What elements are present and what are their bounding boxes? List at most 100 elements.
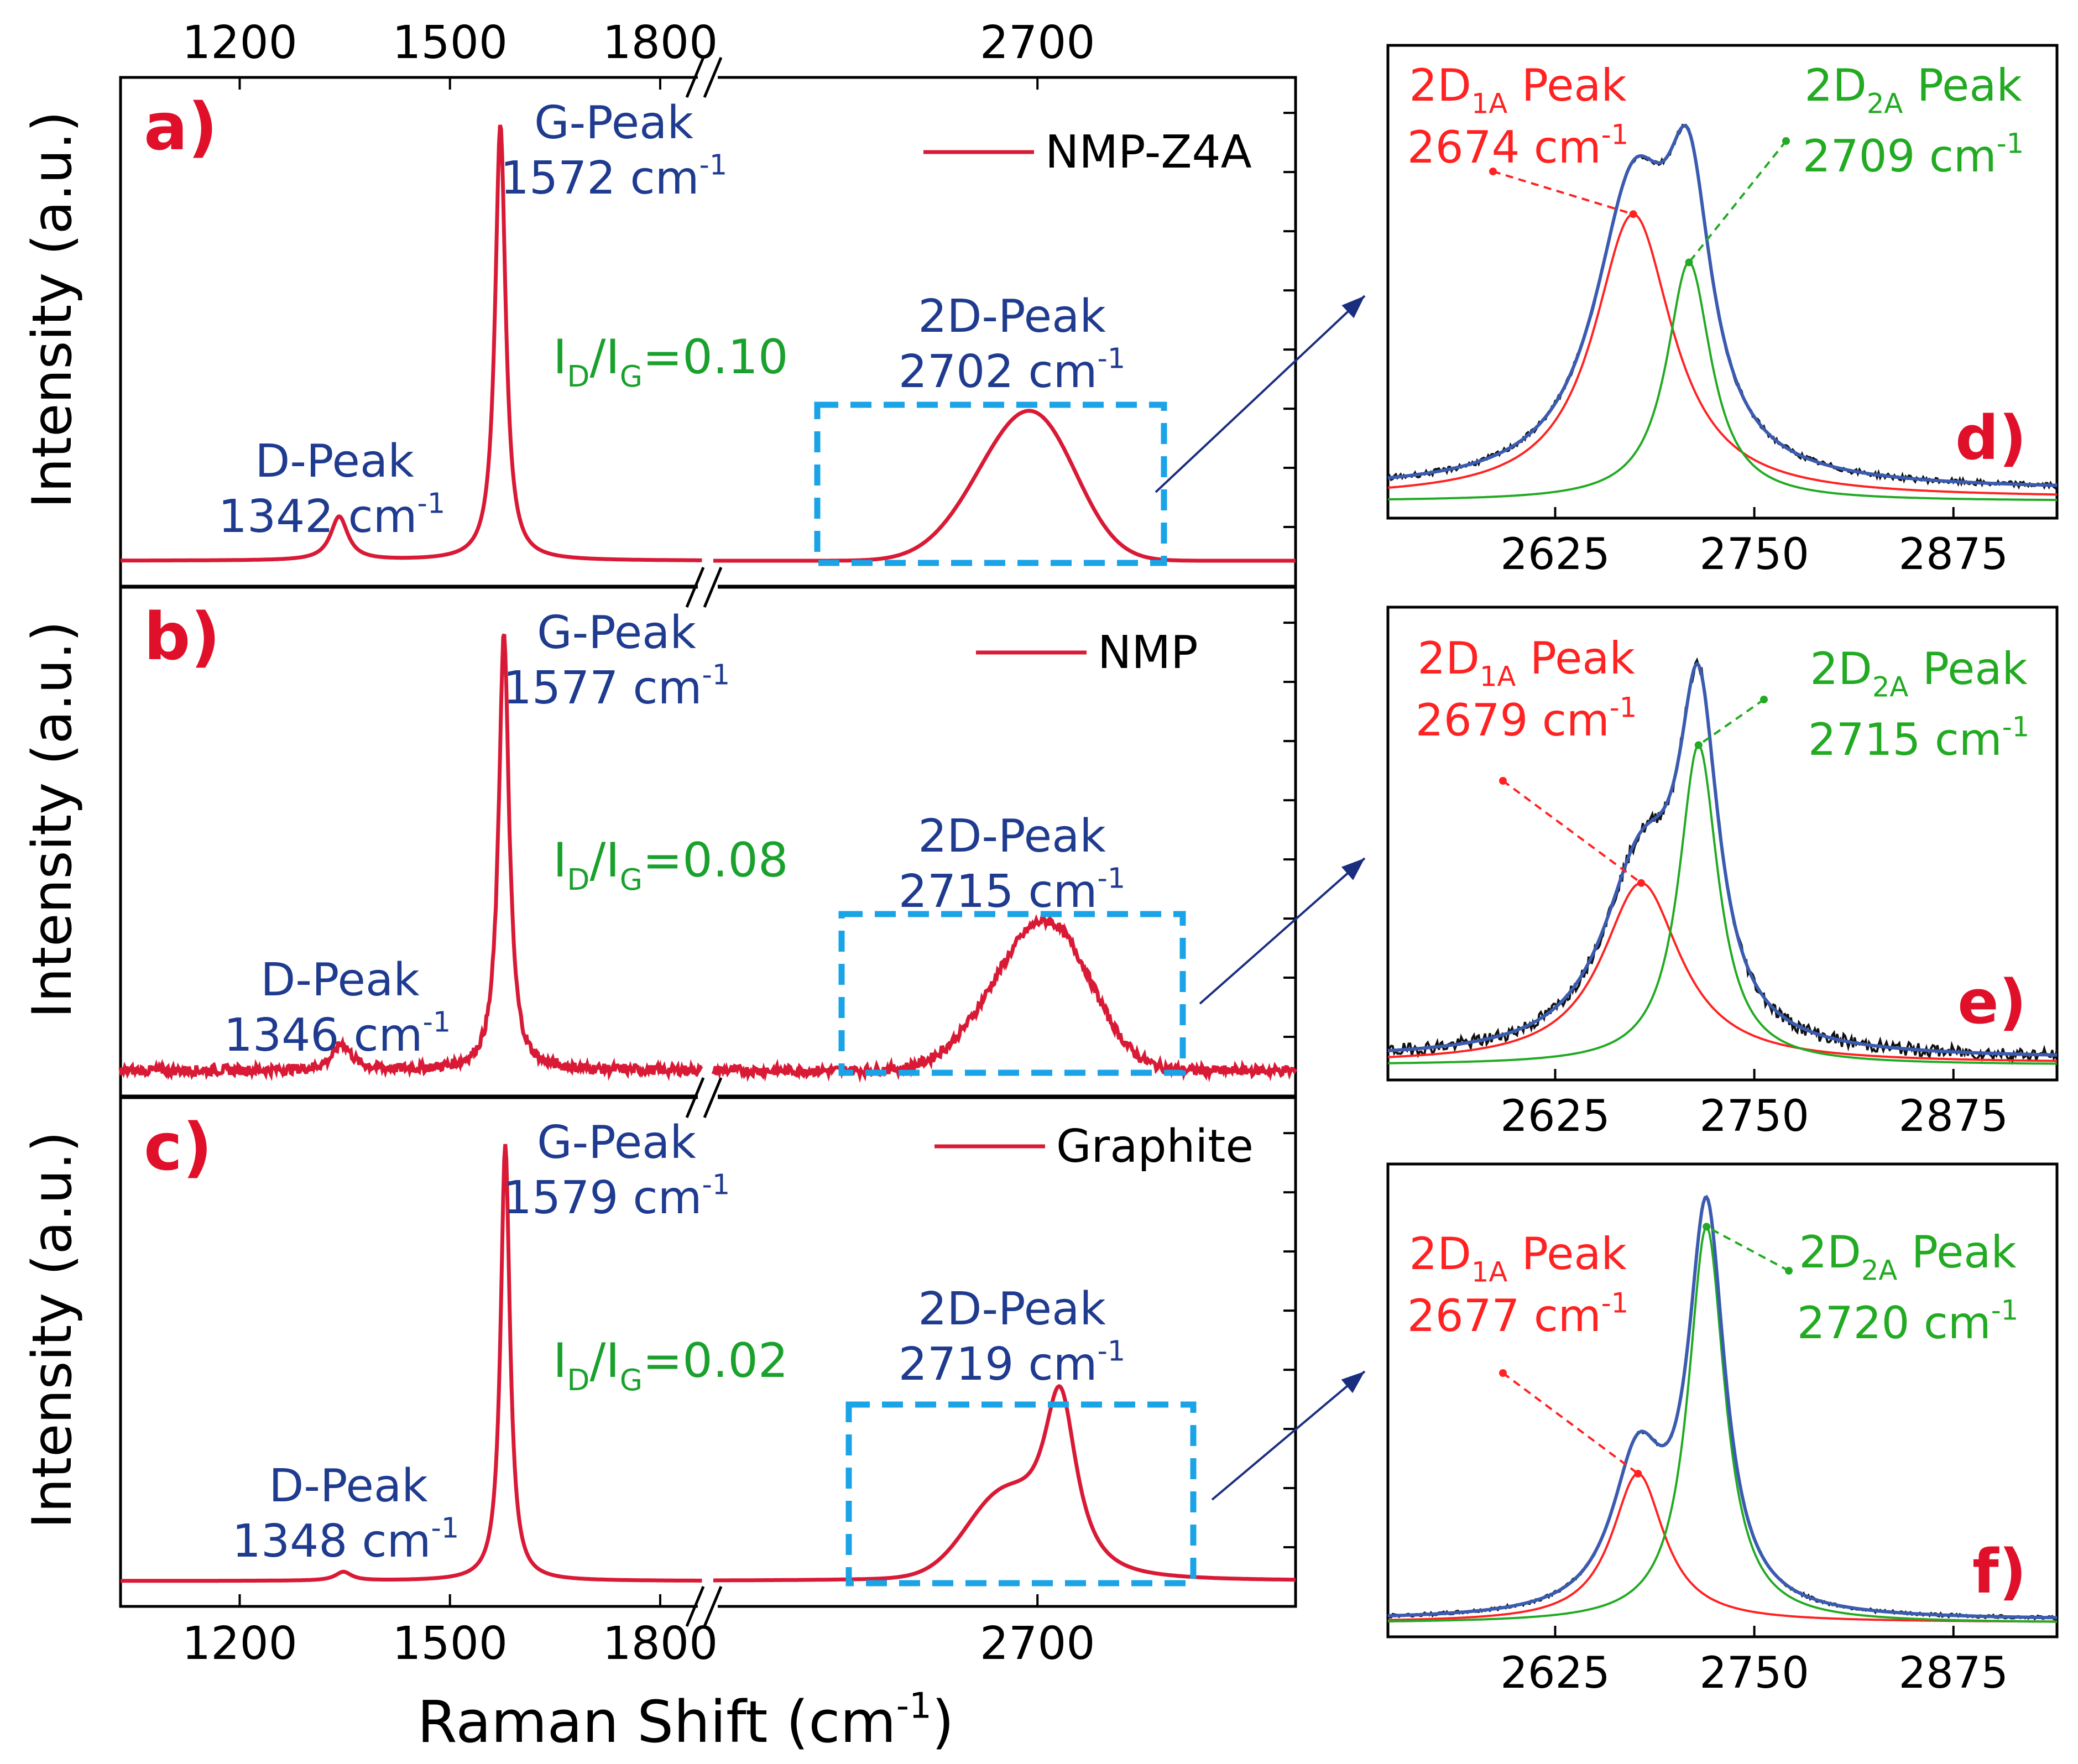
x-tick-label: 1200 [182, 17, 297, 69]
inset-plots [1155, 44, 2059, 1638]
2d-peak-position: 2715 cm-1 [899, 862, 1125, 918]
inset-x-tick-label: 2875 [1898, 530, 2008, 580]
id-ig-ratio: ID/IG=0.10 [553, 330, 789, 394]
inset-peak2-title: 2D2A Peak [1804, 60, 2022, 119]
x-tick-label: 1500 [392, 1617, 508, 1670]
leader-line [1688, 140, 1787, 263]
zoom-arrow-head [1341, 296, 1365, 319]
leader-dot [1499, 1369, 1507, 1377]
g-peak-position: 1577 cm-1 [503, 659, 730, 714]
y-axis-label: Intensity (a.u.) [21, 621, 84, 1019]
axis-break-mark [685, 57, 705, 98]
main-plot [118, 56, 1297, 1627]
2d-peak-title: 2D-Peak [918, 810, 1106, 863]
axis-break-mark [703, 57, 723, 98]
x-axis-label: Raman Shift (cm-1) [417, 1685, 954, 1756]
spectrum-line [118, 633, 703, 1082]
panel-label: a) [144, 88, 218, 165]
panel-label: b) [144, 598, 220, 675]
axis-break-mark [703, 567, 723, 608]
spectrum-line [713, 409, 1296, 563]
inset-peak2-title: 2D2A Peak [1799, 1227, 2017, 1286]
leader-dot [1634, 1469, 1642, 1478]
inset-frame [1386, 44, 2059, 520]
leader-line [1706, 1225, 1789, 1272]
g-peak-position: 1579 cm-1 [503, 1168, 730, 1224]
leader-line [1492, 170, 1634, 216]
inset-panel-label: e) [1957, 967, 2027, 1037]
d-peak-title: D-Peak [260, 954, 420, 1006]
x-tick-label: 1800 [603, 17, 718, 69]
inset-frame [1386, 606, 2059, 1082]
inset-x-tick-label: 2750 [1699, 530, 1809, 580]
x-tick-label: 2700 [980, 17, 1095, 69]
g-peak-position: 1572 cm-1 [500, 149, 727, 205]
inset-x-tick-label: 2625 [1500, 1648, 1610, 1698]
leader-dot [1629, 210, 1637, 218]
zoom-arrow [1155, 295, 1366, 493]
id-ig-ratio: ID/IG=0.02 [553, 1333, 789, 1397]
leader-dot [1685, 258, 1693, 267]
inset-x-tick-label: 2750 [1699, 1092, 1809, 1141]
leader-dot [1760, 696, 1768, 703]
2d-peak-title: 2D-Peak [918, 1283, 1106, 1335]
x-tick-label: 1200 [182, 1617, 297, 1670]
zoom-arrow [1211, 1370, 1366, 1501]
2d-peak-position: 2719 cm-1 [899, 1335, 1125, 1391]
fit-2d1a [1387, 213, 2058, 496]
inset-x-tick-label: 2625 [1500, 530, 1610, 580]
inset-peak1-position: 2674 cm-1 [1407, 118, 1628, 173]
axis-break-mark [703, 1586, 723, 1627]
id-ig-ratio: ID/IG=0.08 [553, 833, 789, 897]
legend-label: NMP [1098, 627, 1198, 679]
inset-frame [1386, 1162, 2059, 1638]
legend-label: Graphite [1056, 1120, 1254, 1173]
fit-2d2a [1387, 1225, 2058, 1623]
x-tick-label: 2700 [980, 1617, 1095, 1670]
fit-2d2a [1388, 743, 2057, 1065]
axis-break-mark [685, 567, 705, 608]
zoom-box [838, 911, 1186, 1076]
zoom-arrow-head [1341, 858, 1365, 880]
leader-dot [1489, 168, 1497, 175]
inset-x-tick-label: 2750 [1699, 1648, 1809, 1698]
inset-peak1-position: 2679 cm-1 [1416, 691, 1637, 746]
fit-2d2a [1387, 261, 2057, 502]
fit-envelope [1387, 124, 2058, 487]
g-peak-title: G-Peak [537, 607, 696, 659]
inset-peak1-position: 2677 cm-1 [1407, 1287, 1628, 1342]
g-peak-title: G-Peak [537, 1116, 696, 1169]
y-axis-label: Intensity (a.u.) [21, 1131, 84, 1529]
inset-peak1-title: 2D1A Peak [1409, 1228, 1627, 1288]
d-peak-title: D-Peak [255, 435, 414, 488]
inset-x-tick-label: 2875 [1898, 1648, 2008, 1698]
zoom-box [845, 1401, 1197, 1586]
zoom-arrow [1199, 857, 1366, 1005]
inset-x-tick-label: 2875 [1898, 1092, 2008, 1141]
d-peak-title: D-Peak [269, 1460, 428, 1512]
inset-peak1-title: 2D1A Peak [1417, 633, 1635, 692]
inset-peak2-position: 2715 cm-1 [1808, 711, 2029, 765]
y-axis-label: Intensity (a.u.) [21, 111, 84, 509]
axis-break-mark [703, 1077, 723, 1118]
leader-dot [1785, 1267, 1793, 1275]
leader-dot [1782, 137, 1790, 145]
inset-peak2-title: 2D2A Peak [1810, 643, 2028, 703]
d-peak-position: 1342 cm-1 [218, 487, 445, 543]
fit-2d1a [1387, 881, 2057, 1062]
fit-envelope [1387, 1194, 2057, 1620]
inset-peak2-position: 2720 cm-1 [1797, 1294, 2018, 1349]
inset-peak2-position: 2709 cm-1 [1803, 127, 2024, 182]
fit-envelope [1387, 661, 2058, 1057]
fit-2d1a [1388, 1472, 2057, 1623]
2d-peak-title: 2D-Peak [918, 290, 1106, 343]
leader-line [1698, 698, 1765, 747]
leader-dot [1703, 1223, 1711, 1231]
d-peak-position: 1346 cm-1 [224, 1006, 451, 1062]
spectrum-line [120, 124, 702, 563]
axis-break-mark [685, 1077, 705, 1118]
spectrum-line [713, 1384, 1296, 1583]
2d-peak-position: 2702 cm-1 [899, 342, 1125, 398]
